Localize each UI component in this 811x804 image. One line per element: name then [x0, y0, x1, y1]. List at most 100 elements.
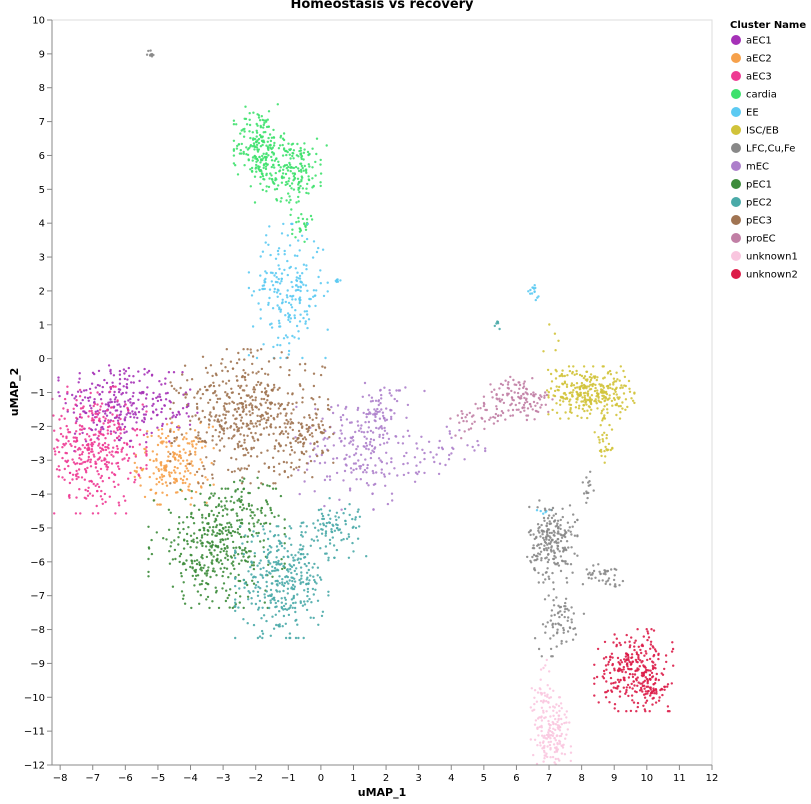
data-point: [247, 522, 251, 525]
data-point: [212, 407, 215, 411]
data-point: [169, 452, 172, 456]
data-point: [496, 414, 500, 418]
data-point: [249, 508, 252, 511]
data-point: [583, 409, 586, 413]
data-point: [544, 664, 547, 667]
data-point: [560, 707, 563, 710]
data-point: [256, 580, 260, 584]
data-point: [279, 200, 282, 203]
data-point: [175, 389, 178, 392]
data-point: [74, 462, 77, 466]
data-point: [654, 701, 658, 704]
data-point: [105, 463, 108, 467]
data-point: [547, 413, 550, 416]
data-point: [284, 426, 287, 429]
data-point: [216, 514, 219, 518]
data-point: [605, 390, 608, 394]
data-point: [284, 535, 287, 538]
data-point: [213, 460, 216, 463]
data-point: [78, 453, 82, 457]
data-point: [259, 522, 262, 526]
data-point: [211, 543, 214, 547]
data-point: [64, 459, 67, 463]
data-point: [520, 394, 523, 398]
data-point: [115, 414, 119, 417]
data-point: [368, 443, 372, 446]
data-point: [52, 414, 55, 417]
data-point: [607, 577, 611, 580]
data-point: [206, 478, 209, 481]
data-point: [181, 438, 185, 441]
data-point: [564, 411, 567, 414]
data-point: [112, 374, 116, 377]
data-point: [610, 428, 614, 431]
data-point: [231, 367, 235, 370]
data-point: [621, 401, 624, 404]
data-point: [351, 443, 355, 446]
data-point: [319, 282, 322, 285]
data-point: [247, 158, 250, 161]
data-point: [612, 383, 615, 386]
data-point: [237, 384, 240, 388]
data-point: [354, 518, 357, 521]
data-point: [581, 481, 584, 484]
data-point: [651, 697, 654, 700]
data-point: [105, 414, 109, 417]
data-point: [259, 540, 262, 543]
data-point: [177, 428, 180, 431]
data-point: [365, 415, 368, 419]
data-point: [563, 374, 566, 378]
data-point: [618, 663, 622, 666]
data-point: [123, 457, 126, 460]
data-point: [209, 551, 212, 554]
data-point: [278, 575, 281, 578]
data-point: [316, 566, 320, 569]
data-point: [542, 512, 545, 515]
data-point: [284, 430, 288, 433]
data-point: [172, 469, 176, 472]
data-point: [305, 218, 309, 221]
data-point: [247, 286, 251, 290]
data-point: [131, 445, 135, 449]
data-point: [303, 164, 306, 168]
data-point: [117, 425, 121, 429]
data-point: [278, 170, 281, 173]
data-point: [150, 374, 154, 377]
data-point: [348, 442, 351, 445]
data-point: [278, 386, 281, 390]
data-point: [290, 474, 293, 477]
data-point: [532, 533, 535, 536]
data-point: [598, 570, 601, 573]
data-point: [242, 454, 245, 457]
data-point: [93, 455, 96, 458]
data-point: [255, 372, 258, 375]
data-point: [280, 272, 284, 275]
data-point: [603, 569, 606, 572]
data-point: [290, 182, 294, 185]
data-point: [303, 369, 307, 372]
data-point: [283, 542, 286, 545]
data-point: [223, 402, 227, 405]
data-point: [125, 386, 129, 390]
x-tick-label: 1: [350, 773, 356, 784]
data-point: [586, 398, 589, 402]
data-point: [217, 606, 221, 610]
data-point: [196, 541, 199, 544]
data-point: [157, 469, 161, 473]
data-point: [642, 680, 645, 684]
data-point: [654, 650, 658, 653]
data-point: [265, 419, 268, 422]
data-point: [218, 414, 221, 417]
data-point: [640, 644, 643, 647]
data-point: [628, 672, 632, 676]
data-point: [290, 553, 293, 557]
data-point: [320, 512, 324, 515]
data-point: [582, 612, 586, 615]
data-point: [615, 371, 618, 374]
data-point: [261, 576, 265, 579]
data-point: [161, 422, 164, 426]
data-point: [127, 399, 130, 402]
data-point: [247, 271, 251, 274]
data-point: [228, 521, 231, 524]
data-point: [104, 458, 107, 461]
